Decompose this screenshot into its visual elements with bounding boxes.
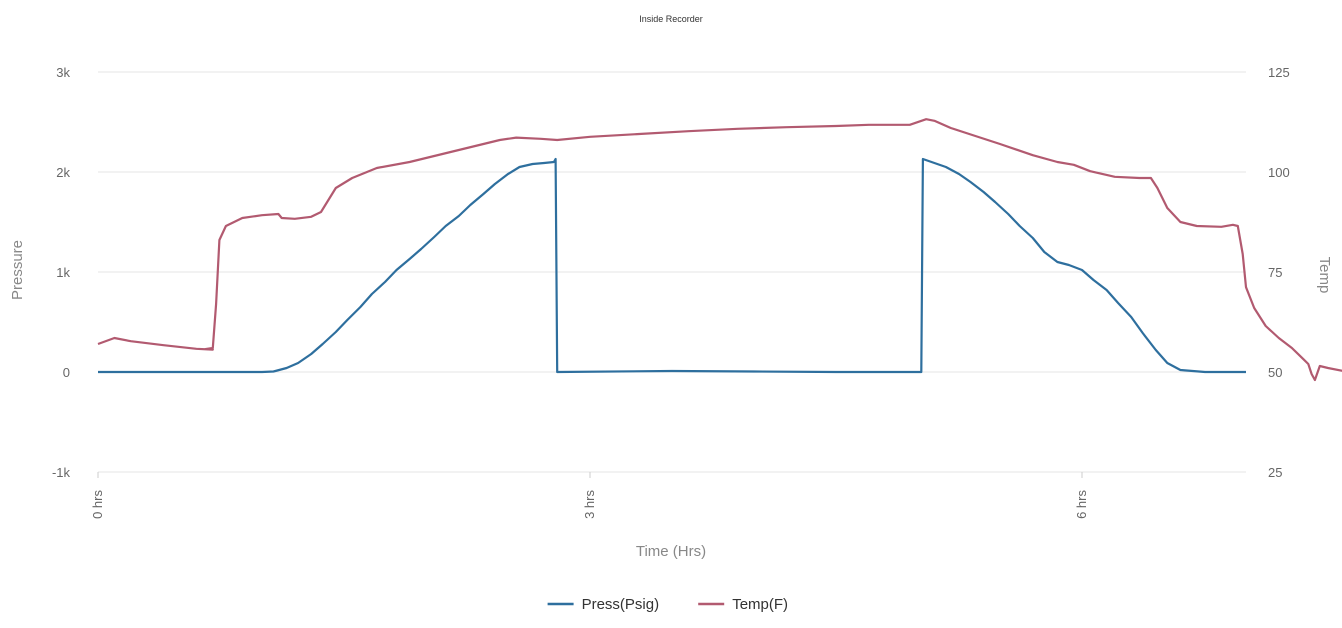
legend-item[interactable]: Press(Psig) bbox=[547, 596, 660, 613]
chart-title: Inside Recorder bbox=[639, 14, 703, 24]
y-left-tick-label: -1k bbox=[52, 465, 71, 480]
series-line-temp-f- bbox=[97, 118, 1342, 382]
legend-label: Temp(F) bbox=[732, 596, 788, 613]
y-right-tick-label: 25 bbox=[1268, 465, 1282, 480]
y-left-tick-label: 0 bbox=[63, 365, 70, 380]
y-right-tick-label: 50 bbox=[1268, 365, 1282, 380]
y-left-tick-label: 1k bbox=[56, 265, 70, 280]
y-left-tick-label: 2k bbox=[56, 165, 70, 180]
series-line-press-psig- bbox=[98, 157, 1246, 374]
legend-label: Press(Psig) bbox=[582, 596, 660, 613]
legend-item[interactable]: Temp(F) bbox=[698, 596, 788, 613]
axes-layer: -1k 0 1k 2k 3k 25 50 75 100 125 0 hrs 3 hrs 6 hrs bbox=[52, 65, 1290, 519]
grid-layer bbox=[98, 71, 1246, 473]
legend: Press(Psig) Temp(F) bbox=[547, 596, 788, 613]
x-tick-label: 3 hrs bbox=[582, 490, 597, 519]
y-right-tick-label: 125 bbox=[1268, 65, 1290, 80]
series-layer bbox=[97, 118, 1342, 382]
y-left-tick-label: 3k bbox=[56, 65, 70, 80]
x-tick-label: 0 hrs bbox=[90, 490, 105, 519]
x-tick-label: 6 hrs bbox=[1074, 490, 1089, 519]
y-axis-left-title: Pressure bbox=[9, 240, 26, 300]
y-axis-right-title: Temp bbox=[1316, 257, 1333, 294]
y-right-tick-label: 100 bbox=[1268, 165, 1290, 180]
y-right-tick-label: 75 bbox=[1268, 265, 1282, 280]
x-axis-title: Time (Hrs) bbox=[636, 543, 706, 560]
